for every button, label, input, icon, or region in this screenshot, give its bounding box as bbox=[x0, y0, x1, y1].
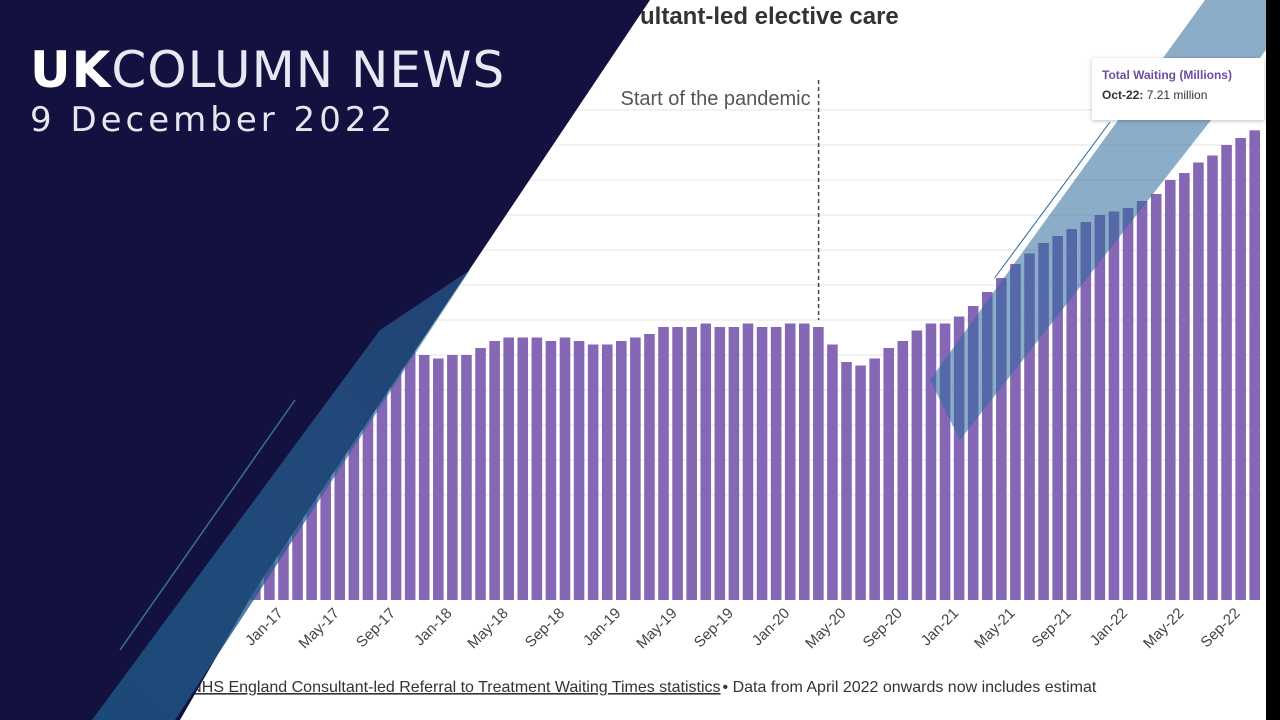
source-link[interactable]: s of NHS England Consultant-led Referral… bbox=[160, 679, 721, 696]
bar[interactable] bbox=[1150, 194, 1162, 600]
bar[interactable] bbox=[292, 358, 303, 601]
bar[interactable] bbox=[1080, 222, 1092, 600]
tooltip-series: Total Waiting (Millions) bbox=[1102, 68, 1232, 82]
bar[interactable] bbox=[672, 327, 683, 600]
bar[interactable] bbox=[756, 327, 768, 600]
bar[interactable] bbox=[1052, 236, 1063, 600]
bar[interactable] bbox=[559, 337, 571, 601]
bar[interactable] bbox=[151, 376, 163, 600]
source-note: • Data from April 2022 onwards now inclu… bbox=[723, 679, 1097, 696]
pandemic-annotation: Start of the pandemic bbox=[620, 88, 810, 110]
bar[interactable] bbox=[1249, 130, 1260, 601]
chart-tooltip: Total Waiting (Millions) Oct-22: 7.21 mi… bbox=[1092, 58, 1264, 120]
bar[interactable] bbox=[897, 341, 909, 600]
bar[interactable] bbox=[334, 348, 346, 600]
bar[interactable] bbox=[587, 344, 599, 601]
bar[interactable] bbox=[348, 348, 360, 600]
bar[interactable] bbox=[418, 355, 430, 600]
bar[interactable] bbox=[996, 278, 1007, 600]
bar[interactable] bbox=[841, 362, 852, 600]
bar[interactable] bbox=[1066, 229, 1078, 600]
bar[interactable] bbox=[545, 341, 557, 600]
bar[interactable] bbox=[883, 348, 895, 600]
bar[interactable] bbox=[1038, 243, 1049, 600]
bar[interactable] bbox=[221, 365, 233, 601]
bar[interactable] bbox=[784, 323, 796, 601]
bar[interactable] bbox=[644, 334, 655, 600]
bar[interactable] bbox=[306, 355, 317, 600]
bar[interactable] bbox=[700, 323, 712, 601]
bar[interactable] bbox=[207, 365, 219, 601]
bar[interactable] bbox=[658, 327, 669, 600]
bar[interactable] bbox=[362, 348, 374, 600]
bar[interactable] bbox=[165, 372, 177, 601]
logo-column-news: COLUMN NEWS bbox=[111, 41, 506, 99]
bar[interactable] bbox=[475, 348, 486, 600]
bar[interactable] bbox=[1221, 145, 1232, 600]
bar[interactable] bbox=[714, 327, 726, 600]
bar[interactable] bbox=[728, 327, 740, 600]
episode-date: 9 December 2022 bbox=[30, 100, 397, 140]
bar[interactable] bbox=[770, 327, 782, 600]
bar[interactable] bbox=[1108, 211, 1120, 601]
bar[interactable] bbox=[967, 306, 979, 600]
bar[interactable] bbox=[798, 323, 810, 601]
bar[interactable] bbox=[489, 341, 500, 600]
bar[interactable] bbox=[235, 362, 247, 600]
bar[interactable] bbox=[1122, 208, 1134, 600]
bar[interactable] bbox=[1235, 138, 1246, 600]
bar[interactable] bbox=[503, 337, 514, 601]
bar[interactable] bbox=[573, 341, 585, 600]
bar[interactable] bbox=[827, 344, 838, 601]
bar[interactable] bbox=[179, 369, 191, 600]
bar[interactable] bbox=[601, 344, 613, 601]
bar[interactable] bbox=[1193, 162, 1204, 601]
bar[interactable] bbox=[1024, 253, 1035, 601]
bar[interactable] bbox=[447, 355, 458, 600]
bar[interactable] bbox=[1094, 215, 1106, 600]
uk-column-news-logo: UKCOLUMN NEWS 9 December 2022 bbox=[30, 42, 505, 140]
bar[interactable] bbox=[616, 341, 627, 600]
bar[interactable] bbox=[1136, 201, 1148, 600]
tooltip-label: Oct-22: bbox=[1102, 88, 1144, 102]
logo-uk: UK bbox=[30, 41, 112, 99]
bar[interactable] bbox=[278, 358, 289, 601]
bar[interactable] bbox=[433, 358, 444, 601]
bar[interactable] bbox=[250, 365, 261, 601]
bar[interactable] bbox=[630, 337, 641, 601]
bar[interactable] bbox=[1179, 173, 1190, 600]
bar[interactable] bbox=[1010, 264, 1021, 600]
tooltip-value: 7.21 million bbox=[1146, 88, 1208, 102]
bar[interactable] bbox=[855, 365, 866, 601]
bar[interactable] bbox=[531, 337, 543, 601]
bar[interactable] bbox=[390, 348, 402, 600]
bar[interactable] bbox=[869, 358, 880, 601]
bar[interactable] bbox=[193, 365, 205, 601]
bar[interactable] bbox=[953, 316, 965, 601]
bar[interactable] bbox=[264, 369, 275, 600]
bar[interactable] bbox=[1207, 155, 1218, 601]
bar[interactable] bbox=[320, 351, 331, 601]
bar[interactable] bbox=[939, 323, 951, 601]
bar[interactable] bbox=[981, 292, 993, 600]
bar[interactable] bbox=[1164, 180, 1176, 600]
bar[interactable] bbox=[376, 348, 388, 600]
bar[interactable] bbox=[813, 327, 824, 600]
right-black-border bbox=[1266, 0, 1280, 720]
bar[interactable] bbox=[686, 327, 697, 600]
bar[interactable] bbox=[911, 330, 923, 601]
bar[interactable] bbox=[742, 323, 754, 601]
bar[interactable] bbox=[517, 337, 529, 601]
bar[interactable] bbox=[404, 351, 416, 601]
bar[interactable] bbox=[925, 323, 937, 601]
chart-title: ultant-led elective care bbox=[640, 3, 899, 30]
bar[interactable] bbox=[461, 355, 472, 600]
